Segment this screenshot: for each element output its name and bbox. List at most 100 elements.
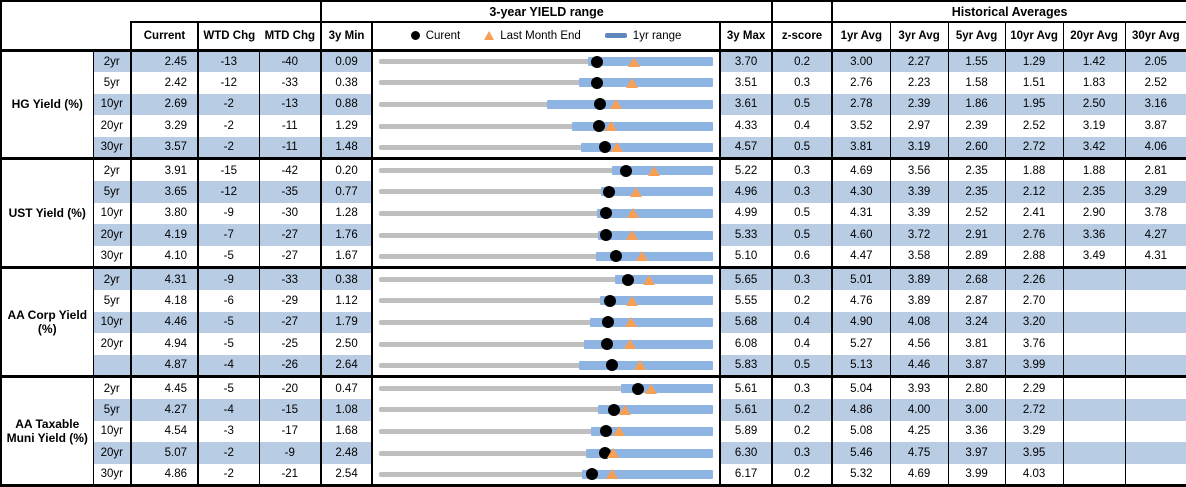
range-section-title: 3-year YIELD range bbox=[320, 0, 774, 23]
current-dot bbox=[608, 403, 621, 416]
avg-value-10yr: 3.99 bbox=[1005, 355, 1064, 377]
col-header-3y-min: 3y Min bbox=[320, 21, 374, 52]
avg-value-5yr: 2.35 bbox=[948, 180, 1006, 203]
avg-value-1yr: 4.60 bbox=[832, 224, 891, 247]
avg-value-5yr: 2.89 bbox=[948, 246, 1006, 268]
tenor-label: 10yr bbox=[93, 93, 132, 116]
table-row: AA Taxable Muni Yield (%) 2yr 4.45 -5 -20 0.4… bbox=[0, 375, 1186, 486]
avg-value-1yr: 5.32 bbox=[832, 464, 891, 486]
3y-max-value: 3.61 bbox=[720, 93, 774, 116]
table-body: HG Yield (%) 2yr 2.45 -13 -40 0.09 3.70 0.2 3.00… bbox=[0, 48, 1186, 486]
wtd-chg-value: -2 bbox=[198, 464, 260, 486]
col-header-3y-max: 3y Max bbox=[719, 21, 774, 52]
table-row: 20yr 5.07 -2 -9 2.48 6.30 0.3 5.46 4.75 3.97 3.95 bbox=[1, 442, 1186, 465]
col-header-3yr-avg: 3yr Avg bbox=[889, 21, 949, 51]
table-row: 10yr 4.46 -5 -27 1.79 5.68 0.4 4.90 4.08 3.24 3.20 bbox=[1, 311, 1186, 334]
avg-value-3yr: 3.39 bbox=[890, 180, 949, 203]
1yr-range-bar bbox=[597, 405, 713, 415]
yield-range-chart bbox=[372, 442, 722, 465]
avg-value-1yr: 5.13 bbox=[832, 355, 891, 377]
avg-value-20yr bbox=[1063, 420, 1126, 443]
table-row: 10yr 2.69 -2 -13 0.88 3.61 0.5 2.78 2.39 1.86 1.95… bbox=[1, 93, 1186, 116]
3y-max-value: 6.08 bbox=[720, 333, 774, 356]
range-track bbox=[379, 298, 713, 304]
mtd-chg-value: -42 bbox=[259, 157, 323, 181]
avg-value-10yr: 2.72 bbox=[1005, 398, 1064, 421]
avg-value-3yr: 4.56 bbox=[890, 333, 949, 356]
3y-min-value: 0.47 bbox=[321, 375, 374, 399]
tenor-label: 10yr bbox=[93, 311, 132, 334]
avg-value-5yr: 3.36 bbox=[948, 420, 1006, 443]
avg-value-1yr: 4.90 bbox=[832, 311, 891, 334]
avg-value-30yr: 4.27 bbox=[1125, 224, 1186, 247]
avg-value-10yr: 2.29 bbox=[1005, 375, 1064, 399]
mtd-chg-value: -33 bbox=[259, 71, 323, 94]
z-score-value: 0.2 bbox=[772, 420, 834, 443]
group-label: AA Taxable Muni Yield (%) bbox=[0, 375, 94, 486]
z-score-value: 0.5 bbox=[772, 202, 834, 225]
tenor-label: 5yr bbox=[93, 180, 132, 203]
avg-value-1yr: 2.76 bbox=[832, 71, 891, 94]
wtd-chg-value: -12 bbox=[198, 180, 260, 203]
avg-value-5yr: 3.97 bbox=[948, 442, 1006, 465]
yield-range-chart bbox=[372, 180, 722, 203]
z-score-value: 0.2 bbox=[772, 464, 834, 486]
avg-value-3yr: 4.08 bbox=[890, 311, 949, 334]
wtd-chg-value: -4 bbox=[198, 398, 260, 421]
table-row: 10yr 4.54 -3 -17 1.68 5.89 0.2 5.08 4.25 3.36 3.29 bbox=[1, 420, 1186, 443]
3y-min-value: 0.09 bbox=[321, 48, 374, 72]
last-month-end-marker bbox=[604, 121, 617, 132]
avg-value-10yr: 3.76 bbox=[1005, 333, 1064, 356]
3y-min-value: 2.50 bbox=[321, 333, 374, 356]
1yr-range-bar bbox=[599, 296, 713, 306]
tenor-label: 2yr bbox=[93, 157, 132, 181]
mtd-chg-value: -11 bbox=[259, 137, 323, 159]
z-score-value: 0.3 bbox=[772, 266, 834, 290]
mtd-chg-value: -11 bbox=[259, 115, 323, 138]
tenor-label: 30yr bbox=[93, 246, 132, 268]
current-value: 4.10 bbox=[131, 246, 199, 268]
avg-value-3yr: 2.27 bbox=[890, 48, 949, 72]
current-dot bbox=[622, 273, 634, 286]
current-dot bbox=[600, 338, 613, 351]
col-header-5yr-avg: 5yr Avg bbox=[947, 21, 1006, 51]
table-row: 30yr 3.57 -2 -11 1.48 4.57 0.5 3.81 3.19 2.60 2.72… bbox=[1, 137, 1186, 159]
current-dot bbox=[599, 207, 612, 220]
table-row: 30yr 4.86 -2 -21 2.54 6.17 0.2 5.32 4.69 3.99 4.03 bbox=[1, 464, 1186, 486]
avg-value-20yr bbox=[1063, 375, 1126, 399]
header-spacer-labels bbox=[1, 22, 131, 50]
current-value: 2.69 bbox=[131, 93, 199, 116]
range-track bbox=[379, 386, 713, 392]
range-track bbox=[379, 471, 713, 477]
legend-current: Curent bbox=[410, 30, 460, 42]
table-row: AA Corp Yield (%) 2yr 4.31 -9 -33 0.38 5.65 0.3… bbox=[0, 266, 1186, 377]
avg-value-30yr: 2.52 bbox=[1125, 71, 1186, 94]
wtd-chg-value: -15 bbox=[198, 157, 260, 181]
last-month-end-marker bbox=[623, 339, 636, 350]
avg-value-30yr: 4.06 bbox=[1125, 137, 1186, 159]
avg-value-3yr: 4.69 bbox=[890, 464, 949, 486]
avg-value-20yr: 1.42 bbox=[1063, 48, 1126, 72]
avg-value-5yr: 2.60 bbox=[948, 137, 1006, 159]
3y-max-value: 4.96 bbox=[720, 180, 774, 203]
avg-value-1yr: 3.52 bbox=[832, 115, 891, 138]
avg-value-10yr: 1.88 bbox=[1005, 157, 1064, 181]
current-dot bbox=[602, 316, 615, 329]
tenor-label: 2yr bbox=[93, 48, 132, 72]
col-header-10yr-avg: 10yr Avg bbox=[1004, 21, 1064, 51]
avg-value-1yr: 4.47 bbox=[832, 246, 891, 268]
historical-averages-title: Historical Averages bbox=[831, 0, 1186, 23]
current-value: 3.65 bbox=[131, 180, 199, 203]
yield-range-chart bbox=[372, 246, 722, 268]
range-track bbox=[379, 341, 713, 347]
yield-range-chart bbox=[372, 224, 722, 247]
avg-value-30yr bbox=[1125, 333, 1186, 356]
avg-value-3yr: 2.23 bbox=[890, 71, 949, 94]
wtd-chg-value: -2 bbox=[198, 115, 260, 138]
current-value: 4.18 bbox=[131, 289, 199, 312]
mtd-chg-value: -21 bbox=[259, 464, 323, 486]
wtd-chg-value: -2 bbox=[198, 137, 260, 159]
3y-min-value: 0.38 bbox=[321, 71, 374, 94]
avg-value-10yr: 2.52 bbox=[1005, 115, 1064, 138]
table-row: UST Yield (%) 2yr 3.91 -15 -42 0.20 5.22 0.3 4.6… bbox=[0, 157, 1186, 268]
